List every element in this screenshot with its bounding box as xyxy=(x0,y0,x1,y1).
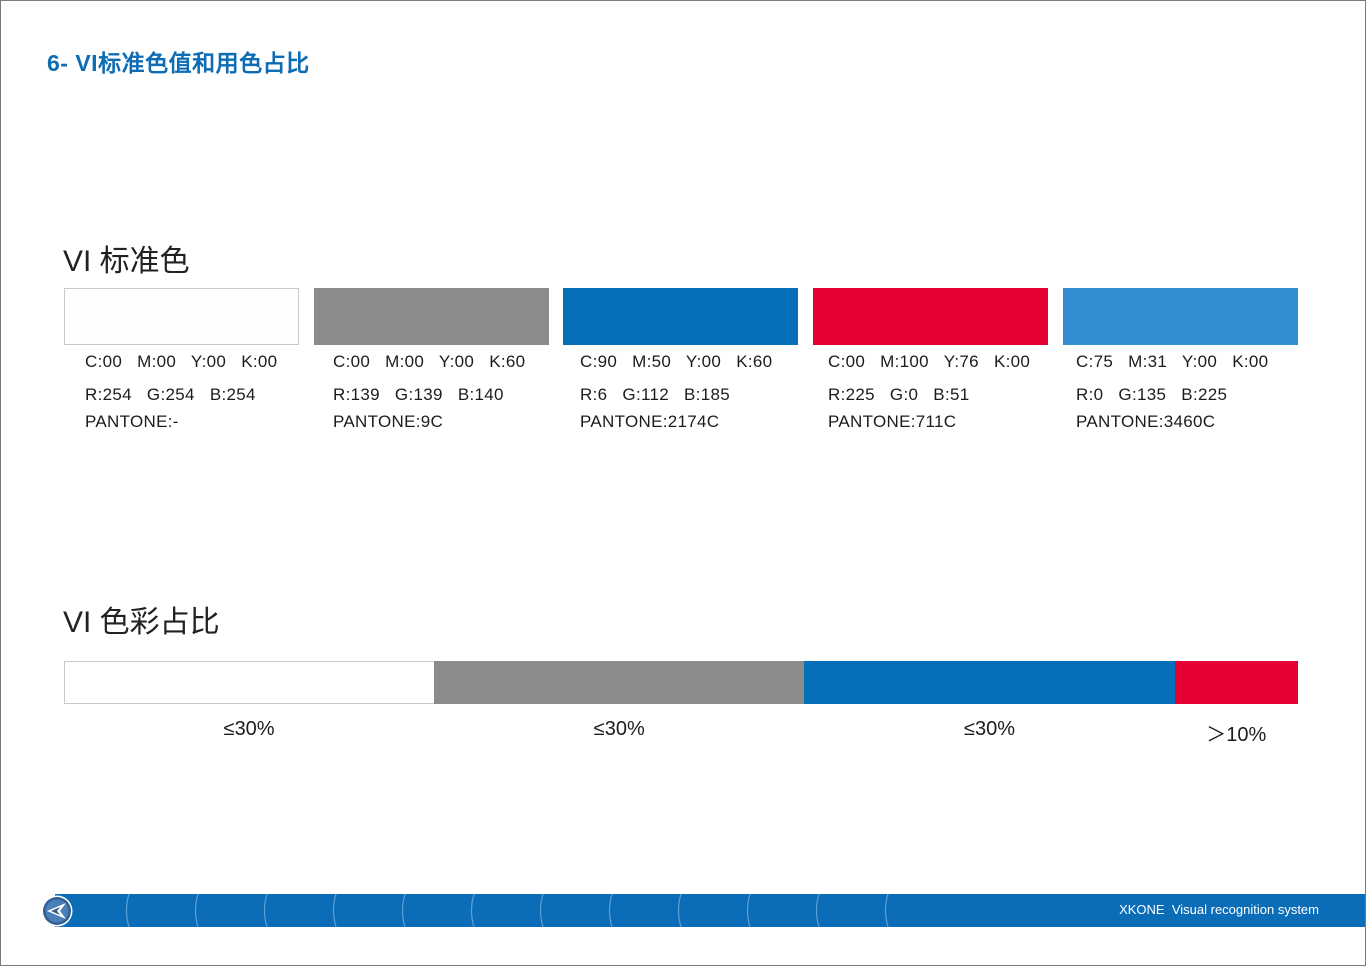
swatch-gray xyxy=(314,288,549,345)
footer-decoration xyxy=(125,894,889,927)
cmyk-values: C:00 M:100 Y:76 K:00 xyxy=(828,352,1031,371)
ratio-label-blue: ≤30% xyxy=(963,718,1016,740)
footer-caption: XKONE Visual recognition system xyxy=(1119,902,1319,917)
pantone-value: PANTONE:9C xyxy=(333,412,444,431)
swatch-red xyxy=(813,288,1048,345)
footer-decor-line xyxy=(608,894,613,927)
xkone-logo-icon xyxy=(41,895,73,927)
ratio-segment-gray xyxy=(434,661,805,704)
footer-decor-line xyxy=(746,894,751,927)
ratio-segment-white xyxy=(64,661,435,704)
swatch-white xyxy=(64,288,299,345)
cmyk-values: C:75 M:31 Y:00 K:00 xyxy=(1076,352,1269,371)
footer-decor-line xyxy=(125,894,130,927)
footer-decor-line xyxy=(539,894,544,927)
ratio-label-gray: ≤30% xyxy=(593,718,645,740)
pantone-value: PANTONE:711C xyxy=(828,412,957,431)
rgb-values: R:139 G:139 B:140 xyxy=(333,385,504,404)
swatch-column-red: C:00 M:100 Y:76 K:00 R:225 G:0 B:51 PANT… xyxy=(813,288,1048,448)
cmyk-values: C:90 M:50 Y:00 K:60 xyxy=(580,352,773,371)
cmyk-values: C:00 M:00 Y:00 K:00 xyxy=(85,352,278,371)
footer-decor-line xyxy=(884,894,889,927)
footer-decor-line xyxy=(194,894,199,927)
color-ratio-heading: VI 色彩占比 xyxy=(63,606,220,639)
ratio-label-red: ＞10% xyxy=(1206,724,1267,746)
ratio-segment-blue xyxy=(804,661,1175,704)
pantone-value: PANTONE:2174C xyxy=(580,412,720,431)
footer-decor-line xyxy=(401,894,406,927)
swatch-column-blue: C:90 M:50 Y:00 K:60 R:6 G:112 B:185 PANT… xyxy=(563,288,798,448)
ratio-label-white: ≤30% xyxy=(223,718,275,740)
footer-decor-line xyxy=(263,894,268,927)
rgb-values: R:254 G:254 B:254 xyxy=(85,385,256,404)
swatch-column-white: C:00 M:00 Y:00 K:00 R:254 G:254 B:254 PA… xyxy=(64,288,299,448)
footer-decor-line xyxy=(332,894,337,927)
swatch-column-gray: C:00 M:00 Y:00 K:60 R:139 G:139 B:140 PA… xyxy=(314,288,549,448)
pantone-value: PANTONE:- xyxy=(85,412,179,431)
page-title: 6- VI标准色值和用色占比 xyxy=(47,50,310,76)
pantone-value: PANTONE:3460C xyxy=(1076,412,1216,431)
footer-decor-line xyxy=(470,894,475,927)
rgb-values: R:225 G:0 B:51 xyxy=(828,385,970,404)
color-ratio-bar xyxy=(64,661,1298,704)
cmyk-values: C:00 M:00 Y:00 K:60 xyxy=(333,352,526,371)
rgb-values: R:6 G:112 B:185 xyxy=(580,385,730,404)
ratio-segment-red xyxy=(1174,661,1298,704)
swatch-column-light-blue: C:75 M:31 Y:00 K:00 R:0 G:135 B:225 PANT… xyxy=(1063,288,1298,448)
footer-decor-line xyxy=(815,894,820,927)
standard-colors-heading: VI 标准色 xyxy=(63,245,190,278)
swatch-blue xyxy=(563,288,798,345)
swatch-light-blue xyxy=(1063,288,1298,345)
rgb-values: R:0 G:135 B:225 xyxy=(1076,385,1228,404)
footer-decor-line xyxy=(677,894,682,927)
footer-bar xyxy=(55,894,1365,927)
